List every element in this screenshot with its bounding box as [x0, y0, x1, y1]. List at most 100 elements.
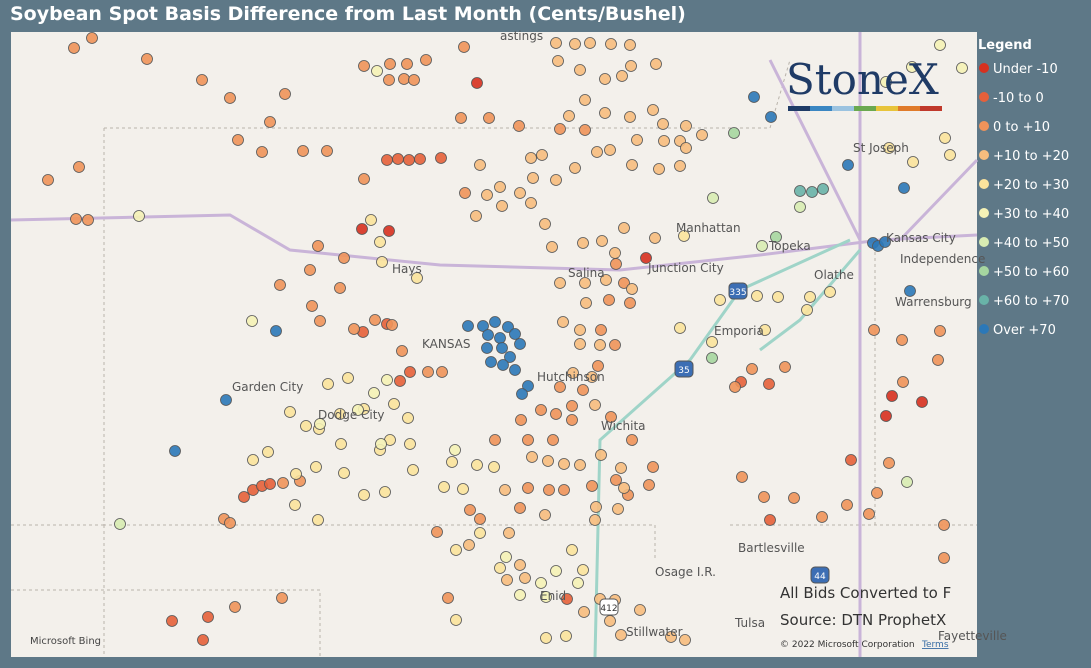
- marker: [455, 112, 467, 124]
- legend-label: +10 to +20: [993, 149, 1069, 164]
- marker: [536, 149, 548, 161]
- place-label: Manhattan: [676, 221, 741, 235]
- marker: [471, 459, 483, 471]
- marker: [141, 53, 153, 65]
- marker: [647, 461, 659, 473]
- marker: [804, 291, 816, 303]
- marker: [402, 412, 414, 424]
- marker: [477, 320, 489, 332]
- marker: [579, 94, 591, 106]
- marker: [290, 468, 302, 480]
- marker: [706, 352, 718, 364]
- marker: [509, 328, 521, 340]
- marker: [569, 162, 581, 174]
- marker: [284, 406, 296, 418]
- marker: [321, 145, 333, 157]
- marker: [374, 236, 386, 248]
- road-shield-label: 35: [678, 366, 689, 376]
- logo-bar: [788, 106, 810, 111]
- marker: [824, 286, 836, 298]
- marker: [569, 38, 581, 50]
- marker: [256, 146, 268, 158]
- marker: [634, 604, 646, 616]
- marker: [535, 577, 547, 589]
- marker: [618, 482, 630, 494]
- marker: [679, 634, 691, 646]
- marker: [539, 218, 551, 230]
- marker: [653, 163, 665, 175]
- road-shield-label: 335: [729, 288, 746, 298]
- marker: [806, 186, 818, 198]
- marker: [462, 320, 474, 332]
- marker: [896, 334, 908, 346]
- place-label: Olathe: [814, 268, 854, 282]
- marker: [625, 60, 637, 72]
- marker: [600, 274, 612, 286]
- marker: [535, 404, 547, 416]
- marker: [841, 499, 853, 511]
- marker: [626, 159, 638, 171]
- marker: [595, 324, 607, 336]
- marker: [514, 338, 526, 350]
- marker: [939, 132, 951, 144]
- marker: [420, 54, 432, 66]
- marker: [496, 200, 508, 212]
- marker: [590, 501, 602, 513]
- marker: [86, 32, 98, 44]
- marker: [595, 449, 607, 461]
- marker: [944, 149, 956, 161]
- marker: [525, 152, 537, 164]
- marker: [464, 504, 476, 516]
- terms-link[interactable]: Terms: [921, 640, 949, 650]
- legend-label: +50 to +60: [993, 265, 1069, 280]
- marker: [394, 375, 406, 387]
- marker: [615, 462, 627, 474]
- logo-bar: [898, 106, 920, 111]
- marker: [746, 363, 758, 375]
- marker: [609, 339, 621, 351]
- marker: [509, 364, 521, 376]
- marker: [379, 486, 391, 498]
- marker: [578, 606, 590, 618]
- marker: [616, 70, 628, 82]
- note: All Bids Converted to F: [780, 584, 951, 602]
- marker: [816, 511, 828, 523]
- marker: [522, 380, 534, 392]
- logo-bar: [876, 106, 898, 111]
- marker: [901, 476, 913, 488]
- marker: [626, 434, 638, 446]
- marker: [229, 601, 241, 613]
- marker: [886, 390, 898, 402]
- marker: [386, 319, 398, 331]
- marker: [603, 294, 615, 306]
- marker: [868, 324, 880, 336]
- road-shield: [810, 566, 830, 584]
- marker: [604, 144, 616, 156]
- marker: [772, 291, 784, 303]
- place-label: Dodge City: [318, 408, 385, 422]
- marker: [459, 187, 471, 199]
- marker: [736, 471, 748, 483]
- marker: [504, 351, 516, 363]
- marker: [470, 210, 482, 222]
- marker: [383, 225, 395, 237]
- marker: [566, 414, 578, 426]
- marker: [574, 324, 586, 336]
- legend-swatch: [979, 121, 989, 131]
- marker: [567, 367, 579, 379]
- marker: [404, 366, 416, 378]
- marker: [550, 408, 562, 420]
- marker: [300, 420, 312, 432]
- legend-label: Over +70: [993, 323, 1056, 338]
- marker: [879, 236, 891, 248]
- marker: [368, 387, 380, 399]
- marker: [674, 322, 686, 334]
- marker: [525, 197, 537, 209]
- marker: [196, 74, 208, 86]
- marker: [596, 235, 608, 247]
- marker: [604, 615, 616, 627]
- marker: [356, 223, 368, 235]
- marker: [70, 213, 82, 225]
- marker: [403, 154, 415, 166]
- marker: [312, 240, 324, 252]
